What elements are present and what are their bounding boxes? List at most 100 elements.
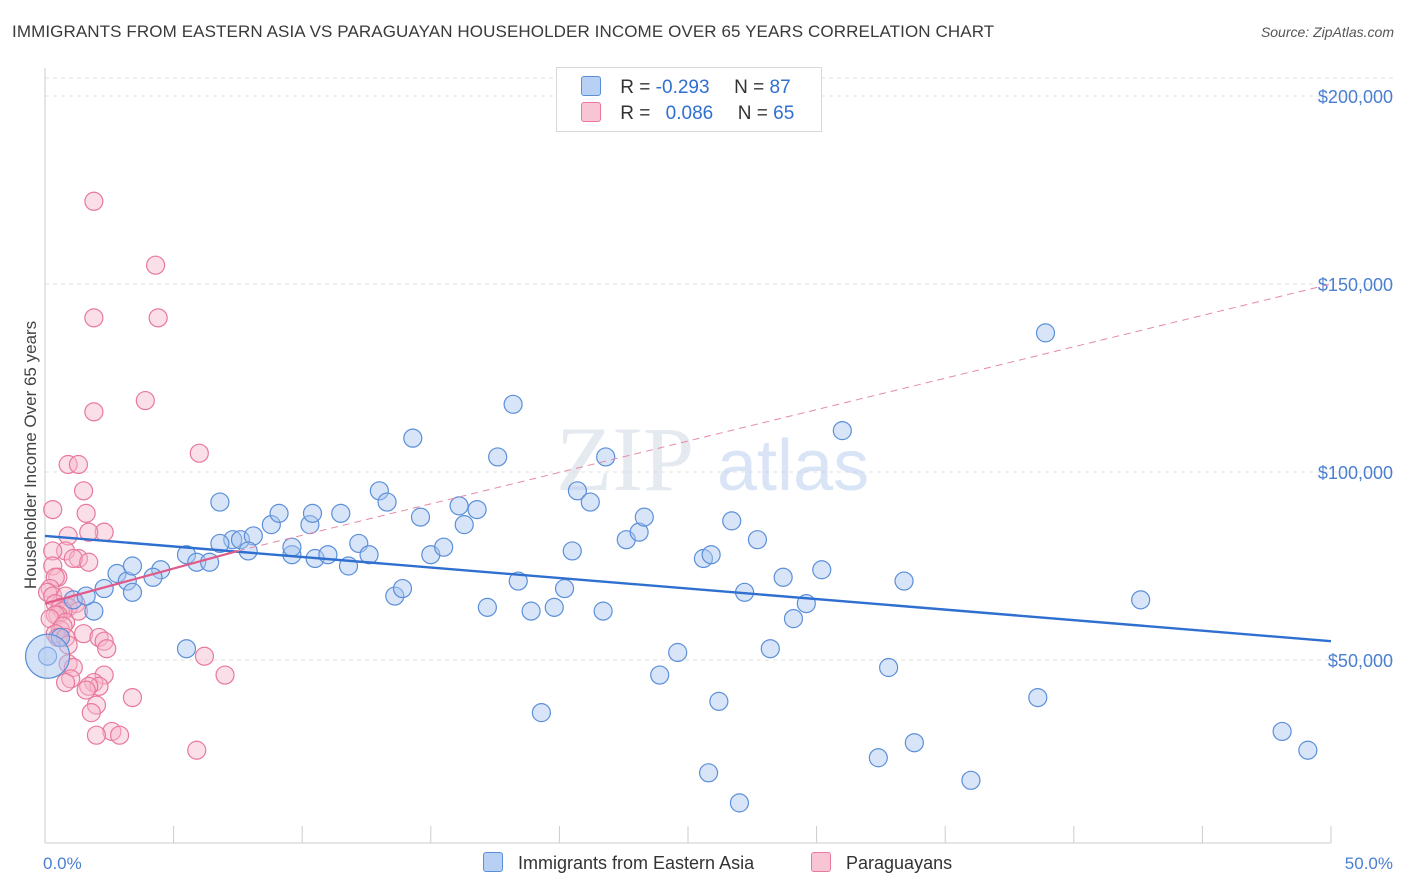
eastern-asia-point xyxy=(747,530,768,550)
eastern-asia-point xyxy=(503,394,523,414)
paraguayan-point xyxy=(45,605,65,625)
paraguayan-point xyxy=(45,567,65,587)
eastern-asia-point xyxy=(508,571,528,591)
eastern-asia-point xyxy=(107,563,127,584)
eastern-asia-point xyxy=(369,481,389,501)
paraguayan-point xyxy=(37,582,58,602)
paraguayans-points xyxy=(37,191,235,760)
eastern-asia-point xyxy=(1035,323,1056,343)
paraguayan-point xyxy=(76,503,96,523)
legend-blue-n-value: 87 xyxy=(769,77,791,98)
eastern-asia-points xyxy=(24,323,1318,813)
source-credit: Source: ZipAtlas.com xyxy=(1260,24,1394,40)
paraguayan-point xyxy=(68,454,89,475)
eastern-asia-point xyxy=(176,639,197,659)
eastern-asia-point xyxy=(410,507,431,527)
legend-pink-r-label: R = xyxy=(620,103,651,124)
eastern-asia-point xyxy=(318,545,338,565)
eastern-asia-point xyxy=(593,601,613,621)
eastern-asia-point xyxy=(269,503,289,523)
eastern-asia-point xyxy=(567,481,588,501)
eastern-asia-point xyxy=(210,533,230,554)
eastern-asia-point xyxy=(812,560,832,580)
paraguayan-point xyxy=(63,548,83,569)
eastern-asia-point xyxy=(1028,687,1048,708)
x-tick-label-start: 0.0% xyxy=(43,854,82,873)
paraguayan-point xyxy=(68,601,89,621)
paraguayan-point xyxy=(94,631,114,651)
eastern-asia-point xyxy=(521,601,541,621)
eastern-asia-point xyxy=(783,609,804,629)
x-tick-labels: 0.0% 50.0% xyxy=(43,854,1393,873)
eastern-asia-point xyxy=(122,556,143,576)
paraguayan-point xyxy=(53,616,73,636)
paraguayan-point xyxy=(43,500,63,520)
bottom-blue-swatch xyxy=(483,852,503,872)
legend-blue-r-value: -0.293 xyxy=(655,77,710,98)
paraguayan-point xyxy=(89,627,109,648)
eastern-asia-point xyxy=(698,763,719,783)
paraguayan-point xyxy=(58,454,78,475)
paraguayan-point xyxy=(81,703,101,723)
y-tick-label: $200,000 xyxy=(1318,87,1393,107)
paraguayan-point xyxy=(86,725,107,745)
axes xyxy=(44,68,1332,844)
y-tick-label: $50,000 xyxy=(1328,651,1393,671)
bottom-blue-label: Immigrants from Eastern Asia xyxy=(518,853,755,873)
eastern-asia-point xyxy=(729,793,750,813)
paraguayan-point xyxy=(94,665,114,685)
eastern-asia-point xyxy=(403,428,423,448)
paraguayan-point xyxy=(79,552,99,572)
legend-pink-r-value: 0.086 xyxy=(665,103,714,124)
watermark-zip: ZIP xyxy=(556,408,694,510)
y-tick-label: $150,000 xyxy=(1318,275,1393,295)
eastern-asia-point xyxy=(488,447,508,467)
paraguayan-point xyxy=(89,676,109,696)
legend-row-pink: R = 0.086 N = 65 xyxy=(581,102,794,128)
paraguayan-point xyxy=(43,556,63,576)
eastern-asia-point xyxy=(879,657,899,678)
legend-pink-n-label: N = xyxy=(737,103,768,124)
paraguayan-point xyxy=(109,725,130,745)
eastern-asia-point xyxy=(961,770,981,790)
eastern-asia-point xyxy=(84,601,104,621)
paraguayan-point xyxy=(55,672,76,693)
bottom-legend-pink: Paraguayans xyxy=(811,852,952,874)
paraguayan-point xyxy=(145,255,166,275)
paraguayan-point xyxy=(73,481,94,501)
eastern-asia-point xyxy=(230,530,251,550)
eastern-asia-point xyxy=(377,492,397,512)
paraguayan-point xyxy=(84,402,104,422)
chart-title: IMMIGRANTS FROM EASTERN ASIA VS PARAGUAY… xyxy=(12,22,995,41)
eastern-asia-point xyxy=(392,578,413,599)
bottom-pink-label: Paraguayans xyxy=(846,853,953,873)
grid-lines xyxy=(45,77,1395,661)
legend-blue-n-label: N = xyxy=(734,77,765,98)
eastern-asia-point xyxy=(629,522,649,542)
y-tick-label: $100,000 xyxy=(1318,463,1393,483)
y-tick-labels: $50,000 $100,000 $150,000 $200,000 xyxy=(1318,87,1393,671)
eastern-asia-point xyxy=(1272,721,1292,742)
paraguayan-point xyxy=(97,639,117,659)
eastern-asia-point xyxy=(554,578,575,599)
eastern-asia-point xyxy=(143,567,163,587)
pink-swatch xyxy=(581,102,601,122)
eastern-asia-point xyxy=(223,530,243,550)
paraguayan-trend-line xyxy=(44,549,239,605)
eastern-asia-point xyxy=(668,642,688,663)
eastern-asia-point xyxy=(634,507,654,527)
eastern-asia-point xyxy=(243,526,263,546)
eastern-asia-point xyxy=(359,545,379,565)
eastern-asia-point xyxy=(544,597,564,617)
eastern-asia-point xyxy=(385,586,405,606)
x-tick-label-end: 50.0% xyxy=(1345,854,1393,873)
bottom-pink-swatch xyxy=(811,852,831,872)
paraguayan-point xyxy=(189,443,209,463)
paraguayan-point xyxy=(84,308,104,328)
paraguayan-point xyxy=(187,740,207,760)
eastern-asia-point xyxy=(477,597,497,617)
eastern-asia-point xyxy=(449,496,469,516)
blue-swatch xyxy=(581,76,601,96)
eastern-asia-point xyxy=(261,515,281,535)
